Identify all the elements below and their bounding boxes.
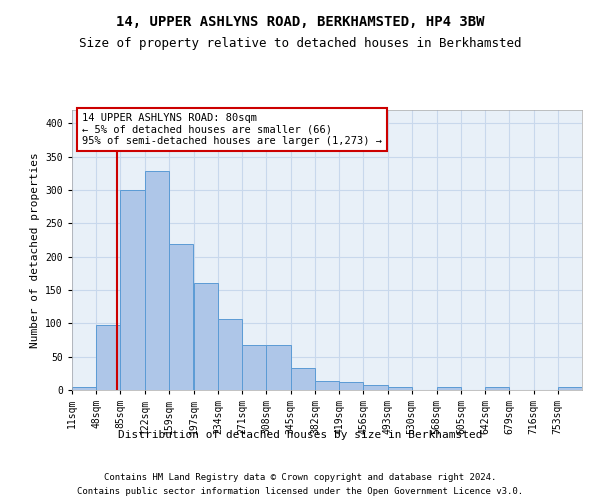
Bar <box>96 324 121 390</box>
Text: 14 UPPER ASHLYNS ROAD: 80sqm
← 5% of detached houses are smaller (66)
95% of sem: 14 UPPER ASHLYNS ROAD: 80sqm ← 5% of det… <box>82 113 382 146</box>
Bar <box>145 172 169 390</box>
Bar <box>558 388 582 390</box>
Bar <box>242 346 266 390</box>
Bar <box>388 386 412 390</box>
Text: 14, UPPER ASHLYNS ROAD, BERKHAMSTED, HP4 3BW: 14, UPPER ASHLYNS ROAD, BERKHAMSTED, HP4… <box>116 15 484 29</box>
Bar <box>266 346 290 390</box>
Bar <box>364 386 388 390</box>
Text: Contains public sector information licensed under the Open Government Licence v3: Contains public sector information licen… <box>77 486 523 496</box>
Bar <box>194 284 218 390</box>
Bar <box>290 368 315 390</box>
Bar <box>121 190 145 390</box>
Bar <box>315 382 339 390</box>
Bar <box>437 388 461 390</box>
Bar <box>339 382 364 390</box>
Bar <box>72 388 96 390</box>
Bar <box>485 388 509 390</box>
Text: Distribution of detached houses by size in Berkhamsted: Distribution of detached houses by size … <box>118 430 482 440</box>
Text: Size of property relative to detached houses in Berkhamsted: Size of property relative to detached ho… <box>79 38 521 51</box>
Bar <box>218 320 242 390</box>
Bar <box>169 244 193 390</box>
Text: Contains HM Land Registry data © Crown copyright and database right 2024.: Contains HM Land Registry data © Crown c… <box>104 473 496 482</box>
Y-axis label: Number of detached properties: Number of detached properties <box>30 152 40 348</box>
